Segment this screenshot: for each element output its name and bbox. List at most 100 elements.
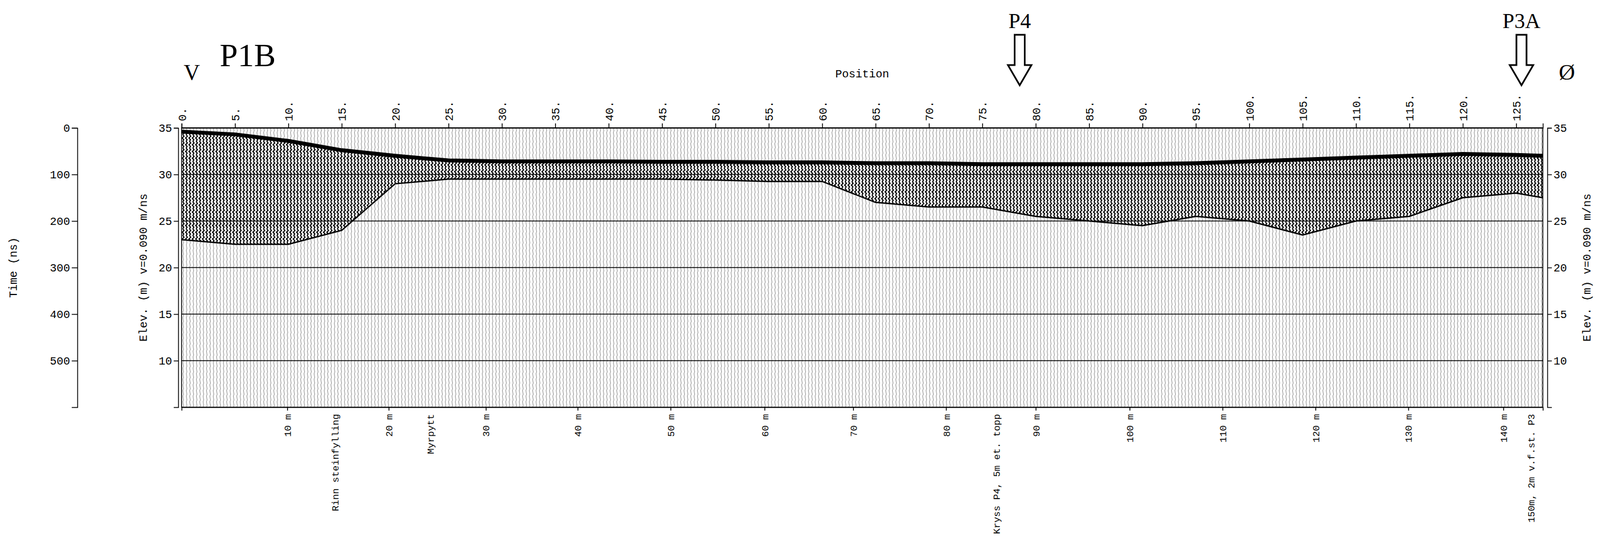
tick-label: 60 m — [760, 413, 772, 437]
tick-label: 130 m — [1403, 413, 1415, 443]
tick-label: 25 — [158, 215, 173, 229]
tick-label: 400 — [49, 308, 71, 322]
axis-title: Time (ns) — [7, 237, 21, 298]
tick-label: 105. — [1297, 94, 1311, 122]
tick: 35 — [158, 122, 179, 136]
tick-label: 20. — [390, 100, 403, 122]
tick-label: 5. — [229, 107, 243, 122]
tick: 115. — [1403, 94, 1417, 128]
tick-mark — [1302, 123, 1304, 128]
tick-label: 25 — [1553, 215, 1567, 229]
tick-mark — [448, 123, 450, 128]
tick-mark — [1462, 123, 1464, 128]
tick-mark — [822, 123, 824, 128]
direction-label: V — [183, 59, 201, 85]
tick: 0 — [63, 122, 78, 136]
axis-line — [182, 123, 1544, 129]
tick-mark — [715, 123, 717, 128]
grid-line — [181, 359, 1543, 361]
tick: 15. — [336, 100, 350, 128]
tick-label: 70 m — [849, 413, 860, 437]
tick-mark — [1547, 127, 1552, 129]
tick-label: 80 m — [942, 413, 953, 437]
tick-label: 0 — [63, 122, 71, 136]
tick-mark — [608, 123, 610, 128]
axis-line — [1547, 128, 1553, 408]
tick: 30. — [496, 100, 510, 128]
tick-mark — [173, 127, 179, 129]
plot-frame — [181, 127, 1543, 407]
tick-label: 200 — [49, 215, 71, 229]
tick: 40. — [603, 100, 617, 128]
tick: 90 m — [1031, 406, 1043, 437]
tick-label: 30 — [1553, 168, 1567, 182]
tick-mark — [1515, 123, 1518, 128]
tick-label: 55. — [763, 100, 777, 122]
reflector-line — [181, 178, 1543, 244]
chart: 0.5.10.15.20.25.30.35.40.45.50.55.60.65.… — [0, 0, 1600, 548]
tick: 200 — [49, 215, 78, 229]
tick: 60. — [817, 100, 830, 128]
tick: 20 — [1547, 261, 1567, 275]
tick: 80 m — [942, 406, 953, 437]
tick-mark — [71, 313, 78, 315]
tick: 20 — [158, 261, 179, 275]
tick-label: 140 m — [1499, 413, 1510, 443]
tick-mark — [945, 406, 948, 411]
tick: 130 m — [1403, 406, 1415, 443]
tick: 300 — [49, 261, 78, 275]
tick-label: 10 m — [283, 413, 294, 437]
tick: 60 m — [760, 406, 772, 437]
tick-label: 35 — [1553, 122, 1567, 136]
tick-label: 120. — [1457, 94, 1471, 122]
tick-mark — [1503, 406, 1505, 411]
tick: 40 m — [573, 406, 584, 437]
tick: 10. — [283, 100, 296, 128]
tick-mark — [555, 123, 557, 128]
tick: 75. — [976, 100, 990, 128]
tick-label: 500 — [49, 354, 71, 368]
axis-title: Elev. (m) v=0.090 m/ns — [1580, 193, 1594, 342]
plot-marks — [181, 131, 1543, 245]
tick: 30 m — [481, 406, 493, 437]
tick-label: 80. — [1030, 100, 1044, 122]
tick: 25 — [158, 215, 179, 229]
tick-label: 10. — [283, 100, 296, 122]
tick-label: 75. — [976, 100, 990, 122]
tick-label: 20 — [158, 261, 173, 275]
tick-label: 20 m — [384, 413, 396, 437]
tick-mark — [1547, 174, 1552, 176]
tick-label: 60. — [817, 100, 830, 122]
tick-label: 65. — [870, 100, 884, 122]
tick-mark — [341, 123, 343, 128]
tick: 120. — [1457, 94, 1471, 128]
y2-axis-right: 353025201510 — [1547, 122, 1567, 408]
tick-mark — [501, 123, 503, 128]
tick: 85. — [1083, 100, 1097, 128]
tick: 10 — [1547, 354, 1567, 368]
tick-label: 45. — [656, 100, 670, 122]
tick-label: 30 — [158, 168, 173, 182]
tick: 90. — [1137, 100, 1150, 128]
tick-label: 300 — [49, 261, 71, 275]
tick: 50 m — [666, 406, 677, 437]
tick-label: 0. — [176, 107, 190, 122]
tick: 25. — [443, 100, 457, 128]
tick-mark — [1315, 406, 1317, 411]
tick-mark — [1142, 123, 1144, 128]
tick-mark — [173, 220, 179, 222]
tick-label: 10 — [158, 354, 173, 368]
tick: 30 — [158, 168, 179, 182]
tick-mark — [764, 406, 766, 411]
axis-line — [182, 407, 1544, 411]
tick-mark — [1355, 123, 1357, 128]
tick-label: 25. — [443, 100, 457, 122]
tick-mark — [173, 267, 179, 269]
tick: 100 m — [1125, 406, 1136, 443]
grid — [181, 127, 1543, 361]
tick-label: 40. — [603, 100, 617, 122]
tick-mark — [181, 123, 183, 128]
tick-mark — [1222, 406, 1224, 411]
tick: 10 — [158, 354, 179, 368]
arrow-label: P3A — [1502, 8, 1541, 33]
